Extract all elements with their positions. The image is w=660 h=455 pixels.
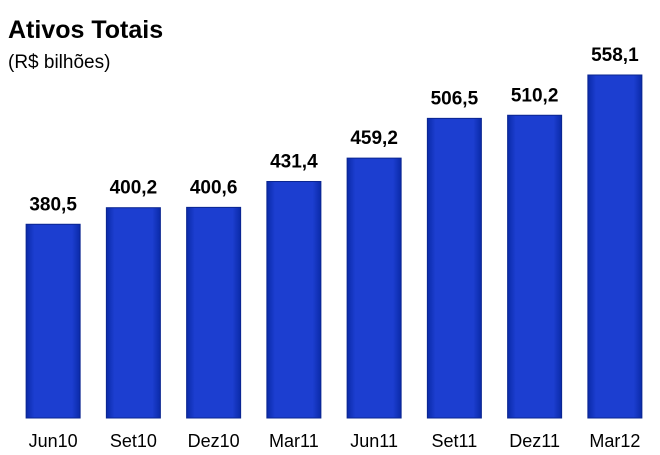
- value-label: 506,5: [431, 88, 479, 109]
- value-label: 380,5: [29, 194, 77, 215]
- chart-title: Ativos Totais: [8, 16, 163, 44]
- bar: [426, 117, 482, 419]
- value-label: 400,6: [190, 177, 238, 198]
- bar: [587, 74, 643, 419]
- bar: [25, 223, 81, 419]
- x-tick-label: Dez11: [509, 431, 560, 451]
- value-label: 510,2: [511, 85, 559, 106]
- value-label: 558,1: [591, 45, 639, 66]
- x-tick-label: Dez10: [188, 431, 240, 451]
- bar: [507, 114, 563, 419]
- bar: [266, 180, 322, 419]
- value-label: 431,4: [270, 151, 318, 172]
- x-tick-label: Jun10: [29, 431, 78, 451]
- x-tick-label: Jun11: [350, 431, 398, 451]
- bar: [346, 157, 402, 419]
- bar: [105, 207, 161, 419]
- x-tick-label: Mar11: [269, 431, 319, 451]
- chart-subtitle: (R$ bilhões): [8, 52, 110, 73]
- value-label: 459,2: [350, 128, 398, 149]
- value-label: 400,2: [110, 178, 158, 199]
- x-tick-label: Set10: [110, 431, 157, 451]
- x-tick-label: Mar12: [589, 431, 640, 451]
- x-tick-label: Set11: [432, 431, 478, 451]
- bar: [186, 206, 242, 419]
